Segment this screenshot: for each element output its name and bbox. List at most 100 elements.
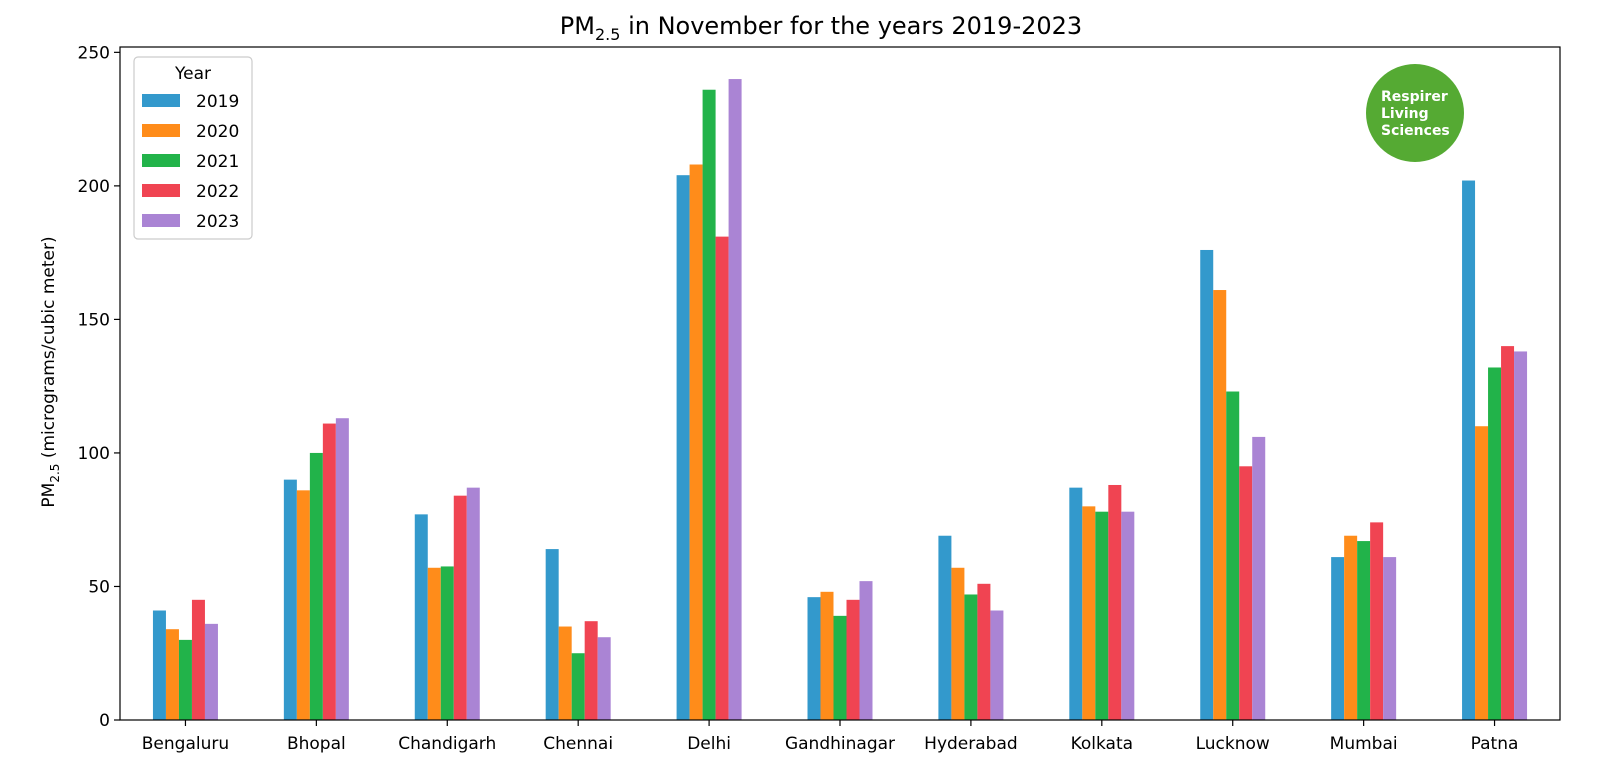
bar-chennai-2023 xyxy=(597,637,611,720)
legend-label-2021: 2021 xyxy=(196,152,239,172)
bar-kolkata-2019 xyxy=(1069,487,1083,720)
bar-chennai-2021 xyxy=(571,653,585,720)
bar-gandhinagar-2019 xyxy=(807,597,821,720)
bar-bhopal-2019 xyxy=(283,479,297,720)
bar-lucknow-2022 xyxy=(1239,466,1253,720)
bar-delhi-2023 xyxy=(728,79,742,721)
bar-mumbai-2020 xyxy=(1344,535,1358,720)
x-tick-label-bhopal: Bhopal xyxy=(287,734,346,754)
y-axis-label-suffix: (micrograms/cubic meter) xyxy=(39,236,59,463)
bar-hyderabad-2023 xyxy=(990,610,1004,720)
bar-lucknow-2019 xyxy=(1200,249,1214,720)
bar-chennai-2022 xyxy=(584,621,598,720)
x-tick-label-patna: Patna xyxy=(1471,734,1519,754)
bar-gandhinagar-2022 xyxy=(846,599,860,720)
bar-delhi-2022 xyxy=(715,236,729,720)
bar-kolkata-2023 xyxy=(1121,511,1135,720)
bar-hyderabad-2020 xyxy=(951,567,965,720)
x-tick-label-chandigarh: Chandigarh xyxy=(398,734,496,754)
bar-delhi-2021 xyxy=(702,89,716,721)
bar-gandhinagar-2020 xyxy=(820,591,834,720)
legend-label-2022: 2022 xyxy=(196,182,239,202)
chart-title-subscript: 2.5 xyxy=(595,25,620,44)
legend-label-2019: 2019 xyxy=(196,92,239,112)
legend-swatch-2021 xyxy=(142,154,180,167)
bar-mumbai-2021 xyxy=(1357,541,1371,720)
bar-hyderabad-2021 xyxy=(964,594,978,720)
bar-mumbai-2022 xyxy=(1370,522,1384,720)
x-tick-label-mumbai: Mumbai xyxy=(1330,734,1398,754)
bar-bengaluru-2021 xyxy=(178,639,192,720)
bar-lucknow-2021 xyxy=(1226,391,1240,720)
y-tick-label-250: 250 xyxy=(78,43,110,63)
y-tick-label-100: 100 xyxy=(78,444,110,464)
bar-bhopal-2020 xyxy=(296,490,310,720)
bar-lucknow-2020 xyxy=(1213,290,1227,720)
bar-kolkata-2021 xyxy=(1095,511,1109,720)
bar-kolkata-2020 xyxy=(1082,506,1096,720)
bar-chandigarh-2023 xyxy=(466,487,480,720)
bar-patna-2023 xyxy=(1514,351,1528,720)
logo-circle xyxy=(1366,64,1464,162)
legend-title: Year xyxy=(174,64,211,84)
bar-bengaluru-2023 xyxy=(204,623,218,720)
legend-swatch-2023 xyxy=(142,214,180,227)
axes-layer: 0 50 100 150 200 250 Bengaluru Bhopal Chandigarh… xyxy=(78,43,1561,754)
x-tick-label-chennai: Chennai xyxy=(543,734,613,754)
x-tick-label-gandhinagar: Gandhinagar xyxy=(785,734,895,754)
bar-chandigarh-2022 xyxy=(453,495,467,720)
y-axis-label: PM2.5 (micrograms/cubic meter) xyxy=(39,236,62,507)
bar-delhi-2020 xyxy=(689,164,703,720)
y-tick-label-200: 200 xyxy=(78,177,110,197)
bar-patna-2020 xyxy=(1475,426,1489,720)
x-tick-label-hyderabad: Hyderabad xyxy=(924,734,1018,754)
x-tick-label-delhi: Delhi xyxy=(687,734,731,754)
legend-swatch-2022 xyxy=(142,184,180,197)
x-tick-label-bengaluru: Bengaluru xyxy=(142,734,229,754)
bar-patna-2021 xyxy=(1488,367,1502,720)
bar-hyderabad-2022 xyxy=(977,583,991,720)
legend-label-2020: 2020 xyxy=(196,122,239,142)
logo-text-line: Respirer xyxy=(1381,89,1448,105)
y-tick-label-0: 0 xyxy=(99,711,110,731)
bar-gandhinagar-2023 xyxy=(859,581,873,720)
legend: Year 2019 2020 2021 2022 2023 xyxy=(133,56,253,240)
bar-chandigarh-2019 xyxy=(414,514,428,720)
bar-patna-2022 xyxy=(1501,346,1515,720)
bar-bengaluru-2020 xyxy=(165,629,179,720)
bar-chennai-2019 xyxy=(545,549,559,720)
y-axis-label-subscript: 2.5 xyxy=(48,464,62,483)
chart-title: PM2.5 in November for the years 2019-202… xyxy=(560,12,1082,44)
bar-mumbai-2019 xyxy=(1331,557,1345,720)
bar-chennai-2020 xyxy=(558,626,572,720)
chart-title-prefix: PM xyxy=(560,12,595,40)
x-tick-label-kolkata: Kolkata xyxy=(1071,734,1133,754)
chart-title-suffix: in November for the years 2019-2023 xyxy=(620,12,1082,40)
bar-hyderabad-2019 xyxy=(938,535,952,720)
bar-chandigarh-2020 xyxy=(427,567,441,720)
bar-patna-2019 xyxy=(1462,180,1476,720)
y-axis-label-prefix: PM xyxy=(39,483,59,508)
logo-text-line: Living xyxy=(1381,106,1429,122)
bar-delhi-2019 xyxy=(676,175,690,720)
x-tick-label-lucknow: Lucknow xyxy=(1196,734,1270,754)
legend-swatch-2019 xyxy=(142,94,180,107)
bar-gandhinagar-2021 xyxy=(833,615,847,720)
bar-bhopal-2021 xyxy=(309,452,323,720)
bars-layer xyxy=(152,79,1528,721)
bar-lucknow-2023 xyxy=(1252,436,1266,720)
y-tick-label-150: 150 xyxy=(78,310,110,330)
y-tick-label-50: 50 xyxy=(88,577,110,597)
bar-mumbai-2023 xyxy=(1383,557,1397,720)
bar-kolkata-2022 xyxy=(1108,484,1122,720)
bar-bhopal-2022 xyxy=(322,423,336,720)
legend-swatch-2020 xyxy=(142,124,180,137)
bar-chandigarh-2021 xyxy=(440,566,454,720)
logo-text-line: Sciences xyxy=(1381,123,1450,139)
bar-bengaluru-2022 xyxy=(191,599,205,720)
legend-label-2023: 2023 xyxy=(196,212,239,232)
bar-bengaluru-2019 xyxy=(152,610,166,720)
